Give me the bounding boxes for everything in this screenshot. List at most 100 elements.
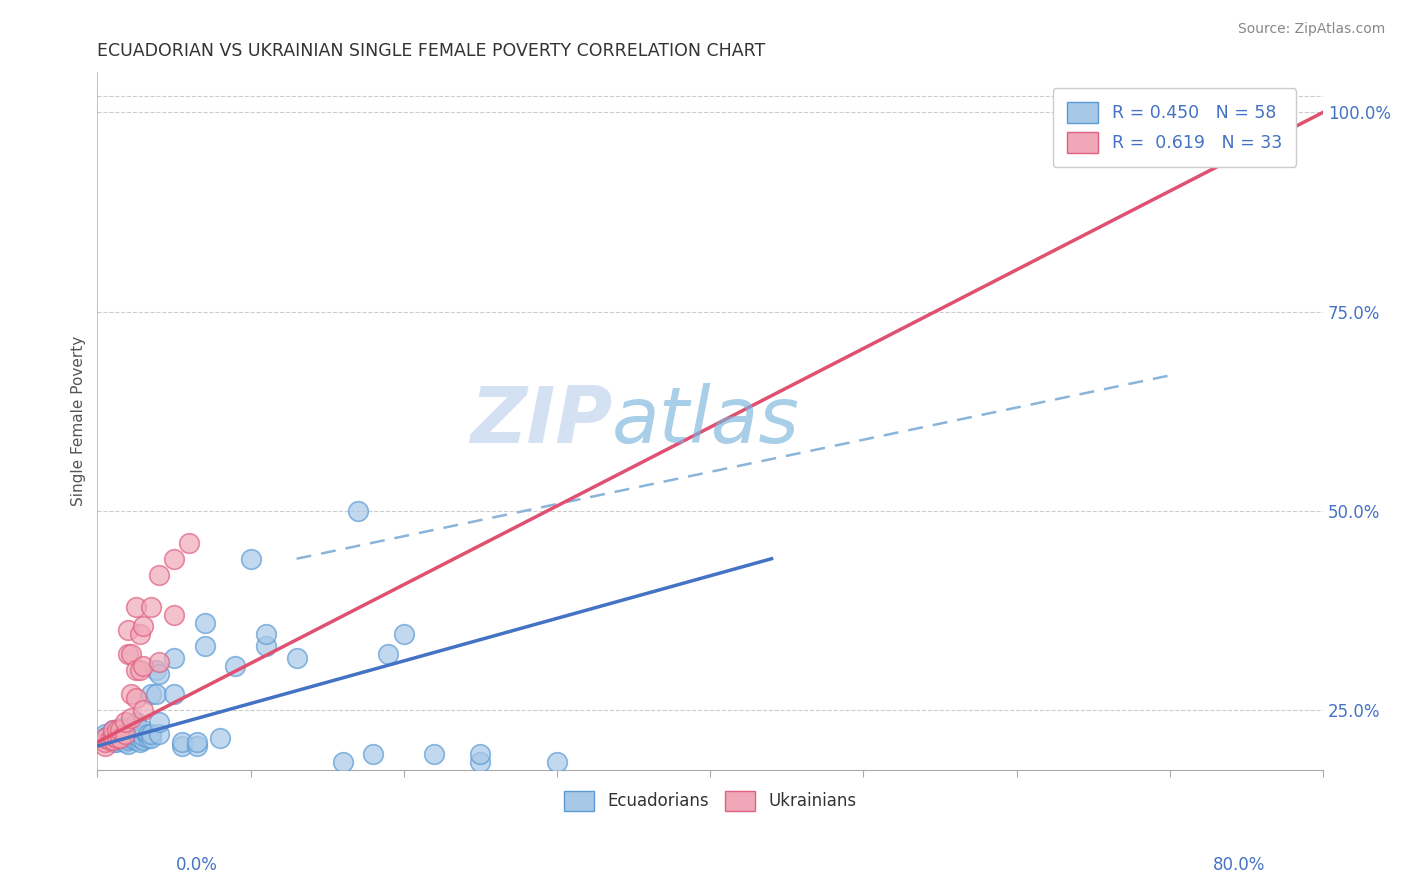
Point — [117, 624, 139, 638]
Point — [136, 731, 159, 745]
Text: ZIP: ZIP — [470, 384, 612, 459]
Point — [94, 731, 117, 745]
Point — [470, 747, 492, 761]
Point — [104, 735, 127, 749]
Point — [170, 735, 193, 749]
Point — [148, 656, 170, 670]
Point — [124, 723, 146, 738]
Point — [179, 536, 201, 550]
Point — [101, 731, 124, 745]
Text: 0.0%: 0.0% — [176, 856, 218, 874]
Point — [194, 640, 217, 654]
Point — [186, 739, 208, 753]
Point — [470, 755, 492, 769]
Point — [117, 732, 139, 747]
Point — [124, 729, 146, 743]
Point — [110, 731, 132, 745]
Point — [148, 567, 170, 582]
Point — [114, 727, 136, 741]
Point — [132, 729, 155, 743]
Point — [94, 735, 117, 749]
Point — [124, 732, 146, 747]
Point — [385, 819, 408, 833]
Point — [145, 687, 167, 701]
Point — [132, 703, 155, 717]
Point — [132, 619, 155, 633]
Point — [94, 739, 117, 753]
Point — [194, 615, 217, 630]
Point — [163, 687, 186, 701]
Point — [163, 607, 186, 622]
Point — [139, 727, 162, 741]
Text: Source: ZipAtlas.com: Source: ZipAtlas.com — [1237, 22, 1385, 37]
Point — [208, 731, 231, 745]
Point — [139, 731, 162, 745]
Point — [98, 732, 121, 747]
Point — [139, 687, 162, 701]
Point — [361, 747, 384, 761]
Point — [110, 721, 132, 735]
Point — [170, 739, 193, 753]
Point — [224, 659, 246, 673]
Point — [129, 627, 152, 641]
Point — [254, 627, 277, 641]
Point — [120, 727, 142, 741]
Point — [105, 731, 128, 745]
Point — [101, 732, 124, 747]
Point — [110, 725, 132, 739]
Point — [132, 659, 155, 673]
Point — [186, 735, 208, 749]
Point — [120, 648, 142, 662]
Point — [120, 731, 142, 745]
Point — [129, 731, 152, 745]
Y-axis label: Single Female Poverty: Single Female Poverty — [72, 336, 86, 507]
Point — [163, 651, 186, 665]
Point — [377, 648, 399, 662]
Point — [332, 755, 354, 769]
Point — [105, 723, 128, 738]
Point — [117, 724, 139, 739]
Point — [101, 723, 124, 738]
Point — [94, 731, 117, 745]
Point — [392, 627, 415, 641]
Point — [117, 729, 139, 743]
Text: ECUADORIAN VS UKRAINIAN SINGLE FEMALE POVERTY CORRELATION CHART: ECUADORIAN VS UKRAINIAN SINGLE FEMALE PO… — [97, 42, 766, 60]
Text: atlas: atlas — [612, 384, 800, 459]
Point — [117, 648, 139, 662]
Point — [254, 640, 277, 654]
Point — [124, 599, 146, 614]
Point — [101, 729, 124, 743]
Point — [114, 731, 136, 745]
Point — [148, 667, 170, 681]
Point — [136, 727, 159, 741]
Point — [110, 723, 132, 738]
Point — [148, 715, 170, 730]
Point — [347, 504, 370, 518]
Point — [129, 735, 152, 749]
Point — [114, 715, 136, 730]
Point — [117, 737, 139, 751]
Point — [145, 664, 167, 678]
Point — [117, 721, 139, 735]
Point — [124, 691, 146, 706]
Point — [285, 651, 308, 665]
Point — [114, 735, 136, 749]
Point — [148, 727, 170, 741]
Legend: Ecuadorians, Ukrainians: Ecuadorians, Ukrainians — [550, 778, 870, 824]
Point — [139, 599, 162, 614]
Point — [110, 732, 132, 747]
Point — [239, 551, 262, 566]
Point — [96, 729, 118, 743]
Point — [105, 731, 128, 745]
Point — [124, 664, 146, 678]
Point — [132, 732, 155, 747]
Point — [94, 727, 117, 741]
Point — [120, 711, 142, 725]
Point — [423, 747, 446, 761]
Point — [120, 687, 142, 701]
Point — [101, 727, 124, 741]
Text: 80.0%: 80.0% — [1213, 856, 1265, 874]
Point — [129, 664, 152, 678]
Point — [546, 755, 568, 769]
Point — [132, 723, 155, 738]
